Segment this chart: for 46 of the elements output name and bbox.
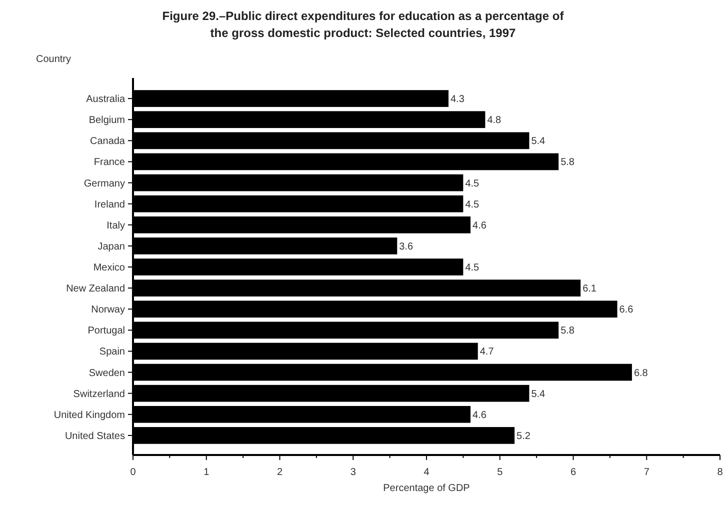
y-tick-label: New Zealand — [66, 284, 125, 295]
x-tick-label: 7 — [644, 467, 650, 478]
y-tick-label: Japan — [98, 241, 125, 252]
y-tick-label: Canada — [90, 136, 126, 148]
x-axis-title: Percentage of GDP — [383, 483, 470, 494]
y-tick-label: Germany — [84, 178, 125, 190]
y-tick-label: Australia — [86, 94, 126, 106]
x-tick-label: 1 — [204, 467, 210, 478]
y-tick-label: Belgium — [88, 115, 125, 126]
data-label: 4.6 — [472, 410, 487, 421]
data-label: 3.6 — [399, 241, 414, 252]
data-label: 5.4 — [531, 388, 546, 400]
y-tick-label: Switzerland — [73, 388, 125, 400]
y-tick-label: Portugal — [88, 326, 125, 337]
y-tick-label: Mexico — [93, 262, 126, 274]
data-label: 6.6 — [619, 304, 634, 316]
y-tick-label: Norway — [91, 304, 125, 316]
x-tick-label: 6 — [570, 467, 576, 478]
data-label: 5.8 — [560, 326, 575, 337]
x-tick-label: 4 — [424, 467, 430, 478]
y-tick-label: France — [94, 157, 126, 168]
y-tick-label: United Kingdom — [54, 410, 125, 421]
data-label: 6.8 — [634, 368, 648, 379]
x-tick-label: 2 — [276, 467, 283, 478]
data-label: 4.6 — [472, 220, 487, 232]
data-label: 4.3 — [450, 94, 465, 106]
data-label: 4.5 — [465, 178, 480, 190]
data-label: 5.4 — [531, 136, 546, 148]
y-axis-title: Country — [36, 54, 72, 65]
x-tick-label: 5 — [497, 467, 504, 478]
y-tick-label: Sweden — [88, 368, 125, 379]
x-tick-label: 0 — [130, 467, 136, 478]
data-label: 4.5 — [465, 262, 480, 274]
data-label: 5.8 — [560, 157, 575, 168]
x-tick-label: 8 — [717, 467, 724, 478]
y-tick-label: Italy — [106, 220, 125, 232]
data-label: 6.1 — [582, 284, 597, 295]
data-label: 4.8 — [487, 115, 502, 126]
data-label: 4.7 — [480, 346, 494, 358]
x-tick-label: 3 — [350, 467, 356, 478]
y-tick-label: United States — [64, 430, 125, 442]
data-label: 4.5 — [465, 199, 480, 210]
chart-title: Figure 29.–Public direct expenditures for education as a percentage of the gross domestic product: Selected countries, 1997 — [162, 9, 565, 40]
y-tick-label: Ireland — [94, 199, 125, 210]
y-tick-label: Spain — [99, 346, 125, 358]
data-label: 5.2 — [516, 430, 531, 442]
